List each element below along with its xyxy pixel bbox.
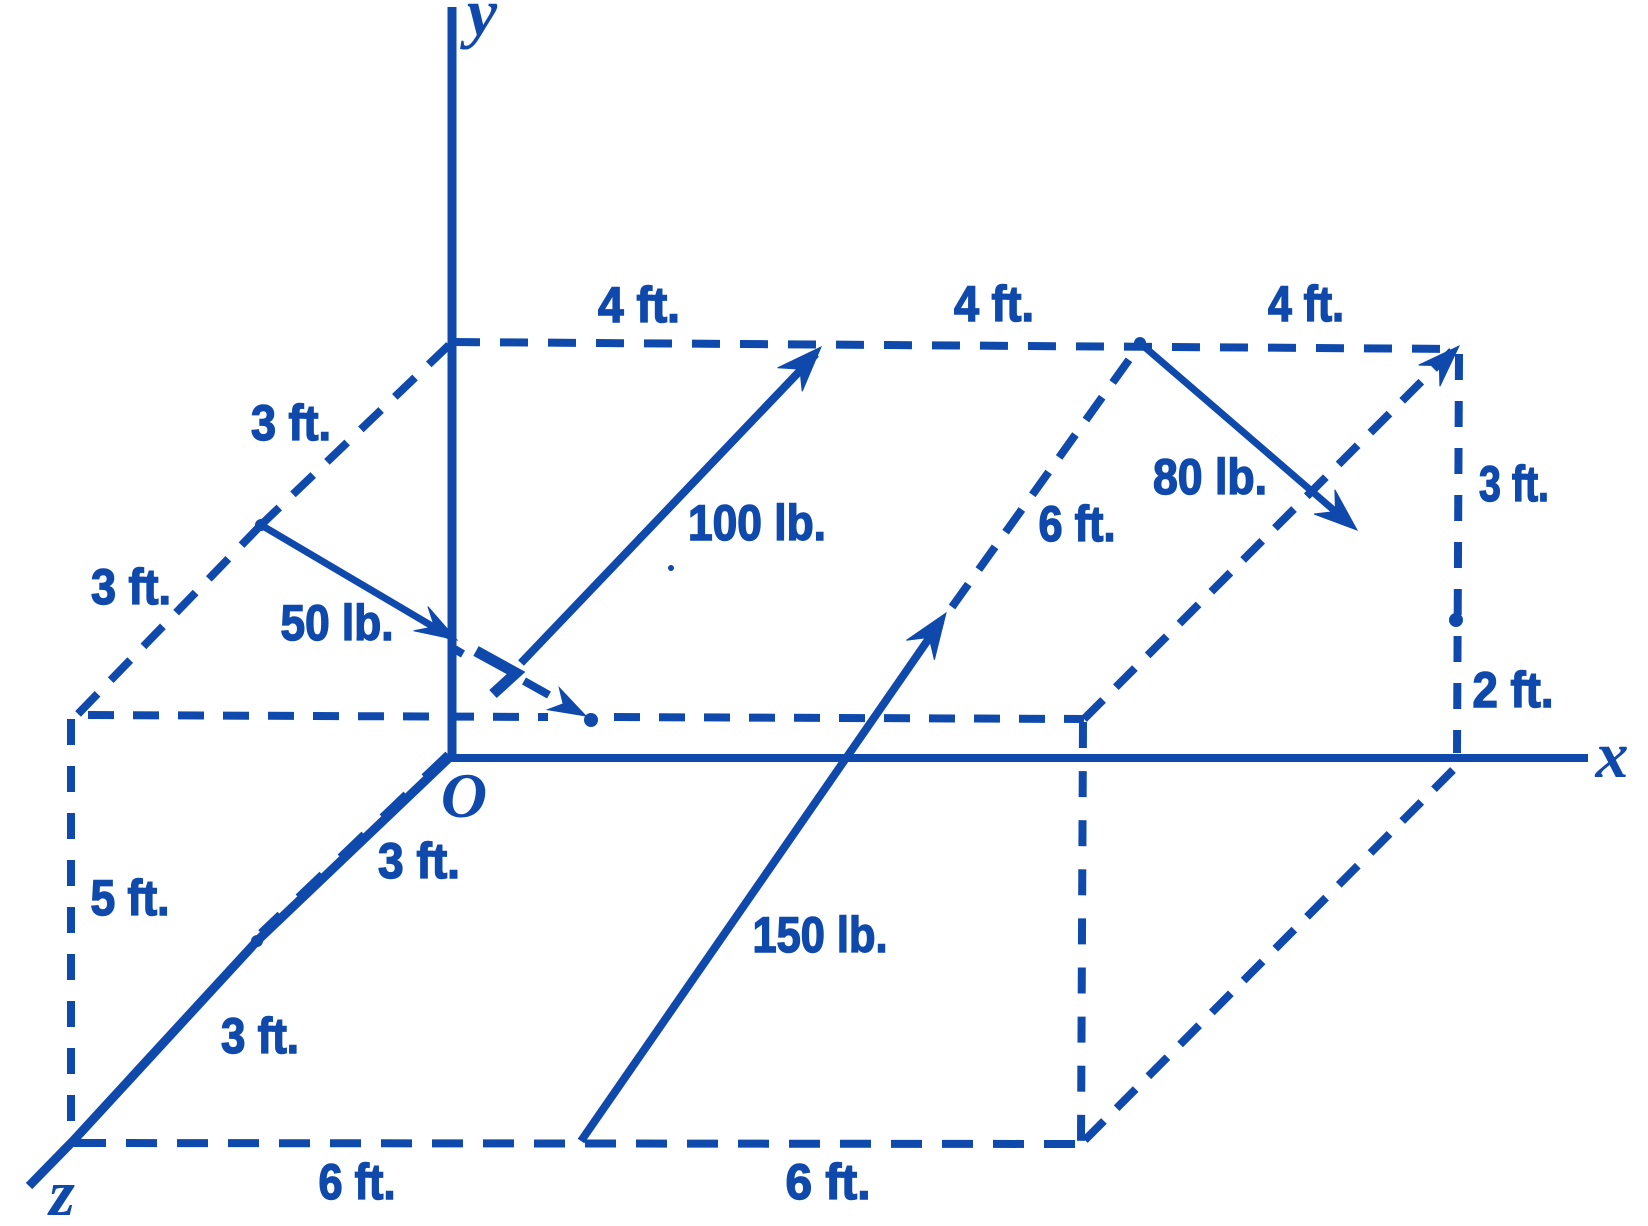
svg-text:100 lb.: 100 lb.	[688, 495, 826, 551]
svg-text:3 ft.: 3 ft.	[378, 833, 460, 889]
svg-text:4 ft.: 4 ft.	[598, 277, 680, 333]
svg-text:3 ft.: 3 ft.	[221, 1008, 299, 1064]
svg-text:80 lb.: 80 lb.	[1153, 449, 1267, 505]
svg-text:6 ft.: 6 ft.	[1039, 496, 1116, 552]
svg-text:3 ft.: 3 ft.	[91, 559, 171, 615]
svg-text:3 ft.: 3 ft.	[1479, 456, 1549, 512]
svg-text:3 ft.: 3 ft.	[251, 395, 331, 451]
svg-text:z: z	[47, 1157, 75, 1226]
svg-text:6 ft.: 6 ft.	[319, 1154, 396, 1210]
svg-text:x: x	[1595, 719, 1629, 792]
svg-text:y: y	[460, 0, 498, 50]
svg-text:4 ft.: 4 ft.	[954, 276, 1034, 332]
svg-text:5 ft.: 5 ft.	[91, 870, 170, 926]
svg-text:4 ft.: 4 ft.	[1268, 276, 1344, 332]
svg-text:150 lb.: 150 lb.	[753, 907, 888, 963]
svg-text:2 ft.: 2 ft.	[1473, 662, 1554, 718]
svg-text:50 lb.: 50 lb.	[281, 595, 394, 651]
svg-text:O: O	[441, 760, 487, 831]
svg-text:6 ft.: 6 ft.	[786, 1154, 871, 1210]
